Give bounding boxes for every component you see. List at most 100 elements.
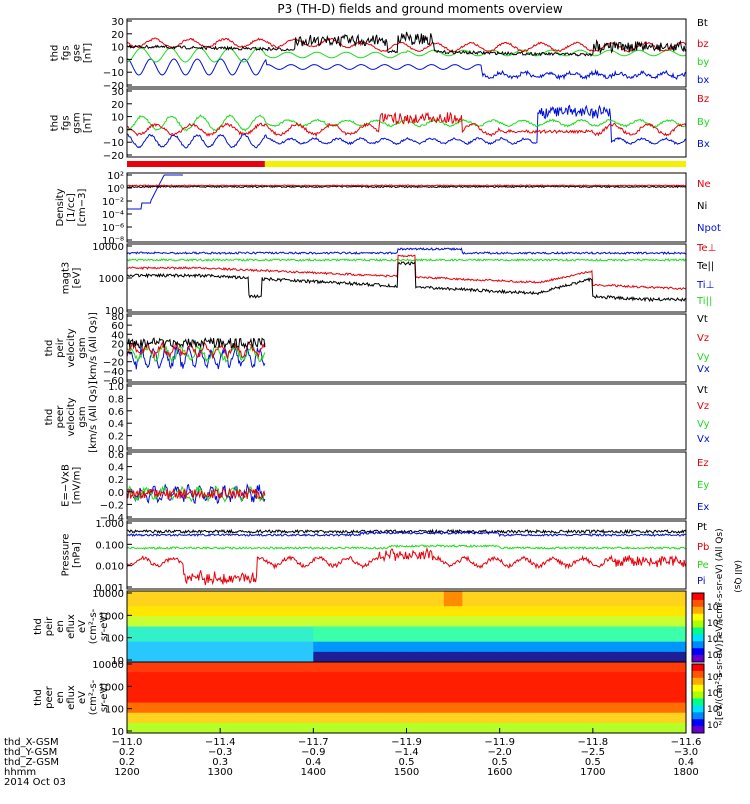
electron-eflux-cell bbox=[248, 682, 258, 688]
ion-eflux-cell bbox=[145, 651, 156, 658]
y-tick-label: 1000 bbox=[99, 611, 124, 622]
ion-eflux-cell bbox=[173, 601, 184, 607]
ion-eflux-cell bbox=[229, 591, 240, 597]
electron-eflux-cell bbox=[583, 667, 594, 673]
electron-eflux-cell bbox=[397, 672, 407, 678]
electron-eflux-cell bbox=[620, 687, 631, 693]
ion-eflux-cell bbox=[359, 616, 370, 622]
ion-eflux-cell bbox=[387, 616, 398, 622]
ion-eflux-cell bbox=[667, 626, 678, 633]
electron-eflux-cell bbox=[276, 722, 286, 729]
ion-eflux-cell bbox=[425, 596, 435, 602]
electron-eflux-cell bbox=[350, 692, 361, 698]
electron-eflux-cell bbox=[341, 662, 352, 668]
electron-eflux-cell bbox=[518, 727, 529, 734]
electron-eflux-cell bbox=[136, 697, 147, 704]
electron-eflux-cell bbox=[350, 672, 361, 678]
ion-eflux-cell bbox=[154, 611, 165, 617]
ion-eflux-cell bbox=[602, 626, 612, 633]
colorbar-cell bbox=[692, 691, 704, 699]
electron-eflux-cell bbox=[313, 717, 324, 724]
colorbar-cell bbox=[692, 677, 704, 686]
x-row-value: −11.0 bbox=[112, 737, 143, 748]
electron-eflux-cell bbox=[257, 717, 268, 724]
electron-eflux-cell bbox=[425, 692, 435, 698]
electron-eflux-cell bbox=[527, 697, 538, 704]
y-axis-label-line: gsm bbox=[72, 112, 83, 133]
x-row-value: 1700 bbox=[580, 767, 605, 778]
ion-eflux-cell bbox=[192, 601, 203, 607]
electron-eflux-cell bbox=[648, 712, 659, 719]
ion-eflux-cell bbox=[555, 606, 566, 612]
ion-eflux-cell bbox=[425, 591, 435, 597]
electron-eflux-cell bbox=[490, 672, 501, 678]
electron-eflux-cell bbox=[574, 712, 585, 719]
electron-eflux-cell bbox=[229, 702, 240, 709]
ion-eflux-cell bbox=[536, 656, 547, 663]
electron-eflux-cell bbox=[248, 697, 258, 704]
ion-eflux-cell bbox=[508, 646, 519, 653]
electron-eflux-cell bbox=[602, 682, 612, 688]
ion-eflux-cell bbox=[453, 606, 463, 612]
electron-eflux-cell bbox=[462, 682, 473, 688]
ion-eflux-cell bbox=[564, 591, 575, 597]
electron-eflux-cell bbox=[676, 717, 687, 724]
ion-eflux-cell bbox=[164, 621, 175, 627]
electron-eflux-cell bbox=[658, 687, 668, 693]
electron-eflux-cell bbox=[331, 667, 342, 673]
electron-eflux-cell bbox=[527, 692, 538, 698]
ion-eflux-cell bbox=[462, 641, 473, 648]
ion-eflux-cell bbox=[490, 621, 501, 627]
ion-eflux-cell bbox=[620, 646, 631, 653]
electron-eflux-cell bbox=[359, 687, 370, 693]
electron-eflux-cell bbox=[536, 677, 547, 683]
electron-eflux-cell bbox=[331, 697, 342, 704]
electron-eflux-cell bbox=[220, 692, 230, 698]
legend-Ni: Ni bbox=[697, 201, 707, 212]
ion-eflux-cell bbox=[592, 641, 603, 648]
ion-eflux-cell bbox=[229, 626, 240, 633]
electron-eflux-cell bbox=[527, 722, 538, 729]
electron-eflux-cell bbox=[192, 672, 203, 678]
ion-eflux-cell bbox=[387, 636, 398, 643]
electron-eflux-cell bbox=[164, 677, 175, 683]
ion-eflux-cell bbox=[285, 606, 296, 612]
ion-eflux-cell bbox=[154, 596, 165, 602]
electron-eflux-cell bbox=[220, 667, 230, 673]
electron-eflux-cell bbox=[164, 662, 175, 668]
ion-eflux-cell bbox=[667, 651, 678, 658]
ion-eflux-cell bbox=[648, 601, 659, 607]
ion-eflux-cell bbox=[620, 631, 631, 638]
electron-eflux-cell bbox=[145, 677, 156, 683]
ion-eflux-cell bbox=[453, 636, 463, 643]
colorbar-label: [eV/(cm²-s-sr-eV)] eV/(cm²-s-sr-eV) (All… bbox=[715, 528, 725, 720]
electron-eflux-cell bbox=[350, 687, 361, 693]
legend-Vt: Vt bbox=[697, 314, 708, 325]
legend-Te||: Te|| bbox=[696, 261, 714, 272]
electron-eflux-cell bbox=[490, 682, 501, 688]
ion-eflux-cell bbox=[145, 601, 156, 607]
legend-Vz: Vz bbox=[697, 333, 709, 344]
electron-eflux-cell bbox=[210, 702, 221, 709]
electron-eflux-cell bbox=[518, 667, 529, 673]
ion-eflux-cell bbox=[257, 616, 268, 622]
ion-eflux-cell bbox=[350, 591, 361, 597]
electron-eflux-cell bbox=[434, 692, 445, 698]
electron-eflux-cell bbox=[201, 662, 212, 668]
legend-Npot: Npot bbox=[697, 223, 721, 234]
ion-eflux-cell bbox=[406, 631, 417, 638]
electron-eflux-cell bbox=[127, 682, 137, 688]
ion-eflux-cell bbox=[546, 646, 557, 653]
electron-eflux-cell bbox=[415, 717, 426, 724]
electron-eflux-cell bbox=[182, 672, 193, 678]
ion-eflux-cell bbox=[192, 631, 203, 638]
ion-eflux-cell bbox=[201, 621, 212, 627]
x-row-value: 0.5 bbox=[492, 757, 508, 768]
ion-eflux-cell bbox=[210, 616, 221, 622]
ion-eflux-cell bbox=[210, 646, 221, 653]
electron-eflux-cell bbox=[490, 717, 501, 724]
ion-eflux-cell bbox=[220, 656, 230, 663]
y-tick-label: 10⁻⁶ bbox=[102, 223, 124, 234]
ion-eflux-cell bbox=[304, 621, 314, 627]
ion-eflux-cell bbox=[285, 601, 296, 607]
